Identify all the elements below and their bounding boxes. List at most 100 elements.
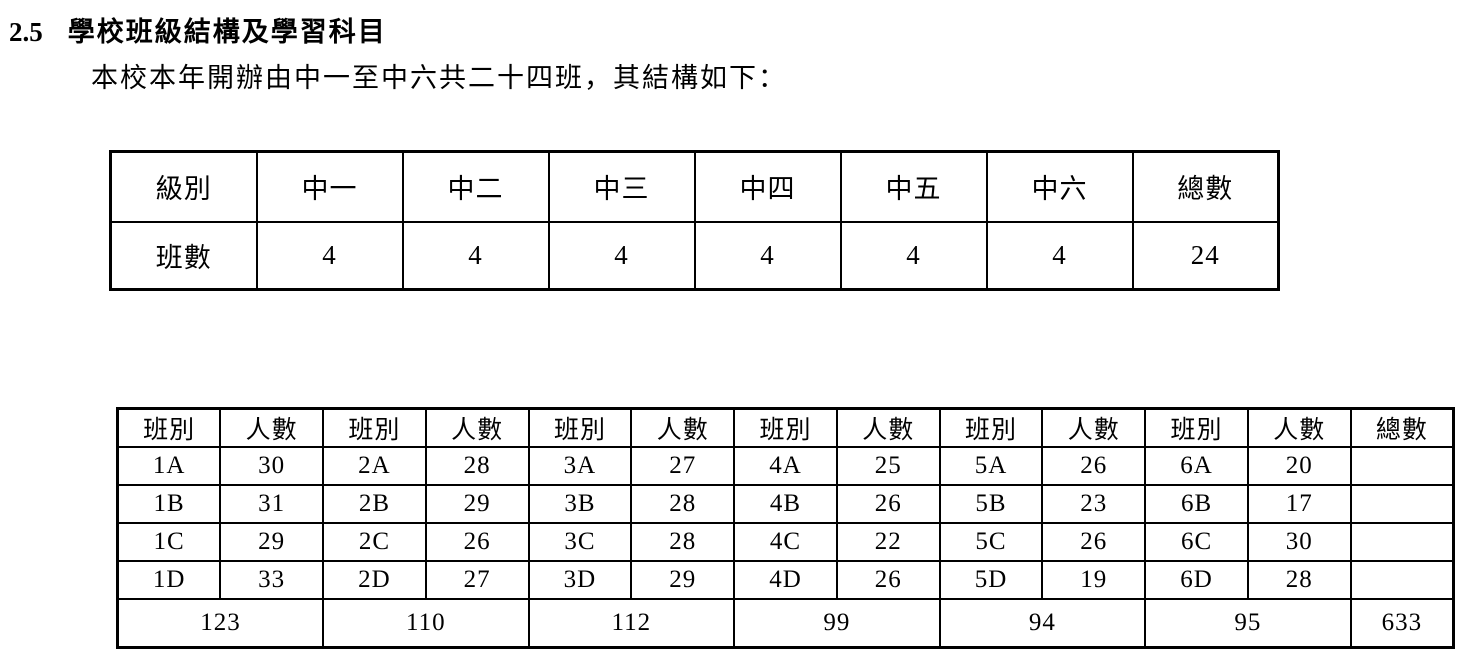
class-data-row: 1D 33 2D 27 3D 29 4D 26 5D 19 6D 28 [116, 560, 1455, 600]
structure-value-cell: 4 [401, 220, 550, 291]
class-id-cell: 3B [527, 484, 633, 524]
class-id-cell: 1A [116, 446, 222, 486]
structure-header-cell: 中五 [839, 150, 988, 223]
class-size-cell: 28 [424, 446, 530, 486]
class-header-cell: 班別 [116, 407, 222, 448]
class-size-cell: 28 [630, 484, 736, 524]
intro-text: 本校本年開辦由中一至中六共二十四班，其結構如下： [91, 63, 787, 93]
class-id-cell: 6B [1144, 484, 1249, 524]
class-id-cell [1349, 484, 1455, 524]
class-id-cell: 1D [116, 560, 222, 600]
class-id-cell: 4A [733, 446, 838, 486]
class-id-cell: 3C [527, 522, 633, 562]
class-header-cell: 人數 [835, 407, 941, 448]
class-id-cell: 4D [733, 560, 838, 600]
structure-value-cell: 4 [985, 220, 1134, 291]
class-header-cell: 班別 [527, 407, 633, 448]
class-id-cell: 4B [733, 484, 838, 524]
structure-value-cell: 4 [693, 220, 842, 291]
class-id-cell: 6C [1144, 522, 1249, 562]
class-size-cell: 26 [835, 560, 941, 600]
class-id-cell: 2A [322, 446, 427, 486]
class-header-cell: 人數 [1041, 407, 1147, 448]
class-size-cell: 20 [1246, 446, 1352, 486]
section-heading: 2.5 學校班級結構及學習科目 [9, 10, 387, 49]
class-size-cell: 23 [1041, 484, 1147, 524]
class-header-cell: 人數 [630, 407, 736, 448]
section-number: 2.5 [9, 17, 43, 47]
structure-header-cell: 中四 [693, 150, 842, 223]
class-size-cell: 31 [219, 484, 325, 524]
class-id-cell: 2B [322, 484, 427, 524]
group-total-cell: 123 [116, 598, 325, 648]
class-size-cell: 33 [219, 560, 325, 600]
class-size-cell: 26 [835, 484, 941, 524]
structure-header-row: 級別 中一 中二 中三 中四 中五 中六 總數 [109, 150, 1280, 223]
class-id-cell: 2C [322, 522, 427, 562]
class-size-cell: 22 [835, 522, 941, 562]
group-total-cell: 95 [1144, 598, 1352, 648]
structure-value-cell: 4 [255, 220, 404, 291]
class-size-cell: 28 [1246, 560, 1352, 600]
class-id-cell: 6A [1144, 446, 1249, 486]
group-total-cell: 94 [938, 598, 1147, 648]
class-header-row: 班別 人數 班別 人數 班別 人數 班別 人數 班別 人數 班別 人數 總數 [116, 407, 1455, 448]
structure-value-cell: 4 [547, 220, 696, 291]
structure-header-cell: 中二 [401, 150, 550, 223]
class-id-cell: 5D [938, 560, 1044, 600]
group-total-cell: 112 [527, 598, 736, 648]
class-size-cell: 25 [835, 446, 941, 486]
group-total-cell: 110 [322, 598, 530, 648]
class-size-cell: 26 [1041, 446, 1147, 486]
class-id-cell: 5C [938, 522, 1044, 562]
class-id-cell: 5A [938, 446, 1044, 486]
class-header-cell: 人數 [219, 407, 325, 448]
class-id-cell: 3A [527, 446, 633, 486]
group-total-cell: 99 [733, 598, 941, 648]
class-size-cell: 17 [1246, 484, 1352, 524]
totals-row: 123 110 112 99 94 95 633 [116, 598, 1455, 648]
structure-header-cell: 中三 [547, 150, 696, 223]
class-size-cell: 27 [630, 446, 736, 486]
grade-structure-table: 級別 中一 中二 中三 中四 中五 中六 總數 班數 4 4 4 4 4 4 24 [109, 150, 1280, 291]
class-id-cell [1349, 560, 1455, 600]
class-size-cell: 29 [424, 484, 530, 524]
class-header-cell: 班別 [322, 407, 427, 448]
structure-header-cell: 中六 [985, 150, 1134, 223]
class-size-cell: 29 [630, 560, 736, 600]
class-data-row: 1A 30 2A 28 3A 27 4A 25 5A 26 6A 20 [116, 446, 1455, 486]
class-size-cell: 29 [219, 522, 325, 562]
class-size-cell: 27 [424, 560, 530, 600]
class-id-cell: 4C [733, 522, 838, 562]
class-size-cell: 19 [1041, 560, 1147, 600]
class-id-cell: 1B [116, 484, 222, 524]
class-header-cell: 人數 [1246, 407, 1352, 448]
grand-total-cell: 633 [1349, 598, 1455, 648]
class-enrollment-table: 班別 人數 班別 人數 班別 人數 班別 人數 班別 人數 班別 人數 總數 1A 30 2A 28 3A 27 4… [116, 407, 1455, 649]
class-id-cell: 1C [116, 522, 222, 562]
class-size-cell: 26 [1041, 522, 1147, 562]
class-id-cell: 3D [527, 560, 633, 600]
class-id-cell [1349, 522, 1455, 562]
section-title: 學校班級結構及學習科目 [67, 17, 387, 47]
class-id-cell: 2D [322, 560, 427, 600]
structure-value-cell: 4 [839, 220, 988, 291]
class-header-cell: 班別 [733, 407, 838, 448]
class-header-cell: 班別 [938, 407, 1044, 448]
class-data-row: 1C 29 2C 26 3C 28 4C 22 5C 26 6C 30 [116, 522, 1455, 562]
class-header-cell: 班別 [1144, 407, 1249, 448]
class-id-cell [1349, 446, 1455, 486]
structure-header-cell: 中一 [255, 150, 404, 223]
class-data-row: 1B 31 2B 29 3B 28 4B 26 5B 23 6B 17 [116, 484, 1455, 524]
class-size-cell: 30 [1246, 522, 1352, 562]
structure-data-row: 班數 4 4 4 4 4 4 24 [109, 220, 1280, 291]
structure-value-cell: 24 [1131, 220, 1280, 291]
class-id-cell: 6D [1144, 560, 1249, 600]
class-size-cell: 28 [630, 522, 736, 562]
class-header-cell: 人數 [424, 407, 530, 448]
class-id-cell: 5B [938, 484, 1044, 524]
class-size-cell: 30 [219, 446, 325, 486]
class-size-cell: 26 [424, 522, 530, 562]
class-header-cell: 總數 [1349, 407, 1455, 448]
structure-row-label: 班數 [109, 220, 258, 291]
